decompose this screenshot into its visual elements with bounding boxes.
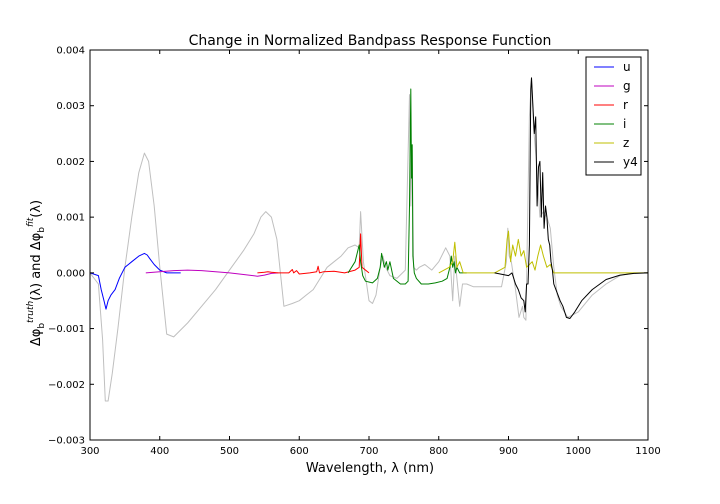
legend-label-y4: y4: [623, 155, 638, 169]
series-line-r: [257, 233, 370, 275]
legend-label-z: z: [623, 136, 629, 150]
series-line-i: [347, 88, 467, 285]
x-tick-label: 900: [499, 446, 518, 457]
y-tick-label: 0.001: [56, 213, 85, 224]
x-axis-label: Wavelength, λ (nm): [306, 461, 434, 476]
series-line-fit-background: [90, 77, 648, 402]
y-tick-label: −0.002: [48, 380, 85, 391]
legend-label-u: u: [623, 60, 631, 74]
legend-label-i: i: [623, 117, 626, 131]
x-tick-label: 500: [220, 446, 239, 457]
y-label-sub-2: b: [37, 227, 47, 233]
chart-title: Change in Normalized Bandpass Response F…: [189, 33, 552, 49]
plot-frame: [89, 49, 649, 441]
y-label-part-2: (λ) and Δφ: [29, 233, 44, 301]
y-tick-label: 0.004: [56, 46, 85, 57]
series-line-u: [90, 252, 181, 310]
y-label-sub-1: b: [37, 323, 47, 329]
x-tick-label: 1100: [635, 446, 660, 457]
y-tick-label: 0.002: [56, 157, 85, 168]
axis-ticks: 300 400 500 600 700 800 900 1000 1100 −0.003 −0.00…: [48, 46, 661, 458]
x-tick-label: 400: [150, 446, 169, 457]
x-tick-label: 600: [290, 446, 309, 457]
x-tick-label: 1000: [566, 446, 591, 457]
y-axis-label: Δφbtruth(λ) and Δφbfit(λ): [26, 200, 47, 346]
legend-label-r: r: [623, 98, 628, 112]
x-tick-label: 800: [429, 446, 448, 457]
legend-label-g: g: [623, 79, 631, 93]
y-tick-label: 0.000: [56, 268, 85, 279]
y-label-part-3: (λ): [29, 200, 44, 218]
y-label-sup-1: truth: [26, 300, 36, 322]
y-tick-label: −0.003: [48, 436, 85, 447]
y-tick-label: −0.001: [48, 324, 85, 335]
x-tick-label: 700: [359, 446, 378, 457]
y-tick-label: 0.003: [56, 101, 85, 112]
x-tick-label: 300: [80, 446, 99, 457]
y-label-part-1: Δφ: [29, 329, 44, 346]
series-line-y4: [494, 77, 648, 319]
legend-box: [585, 56, 642, 176]
svg-text:Δφbtruth(λ) and Δφbfit(λ): Δφbtruth(λ) and Δφbfit(λ): [26, 200, 47, 346]
series-line-z: [438, 230, 648, 274]
series-line-g: [145, 269, 279, 277]
y-label-sup-2: fit: [26, 217, 36, 227]
